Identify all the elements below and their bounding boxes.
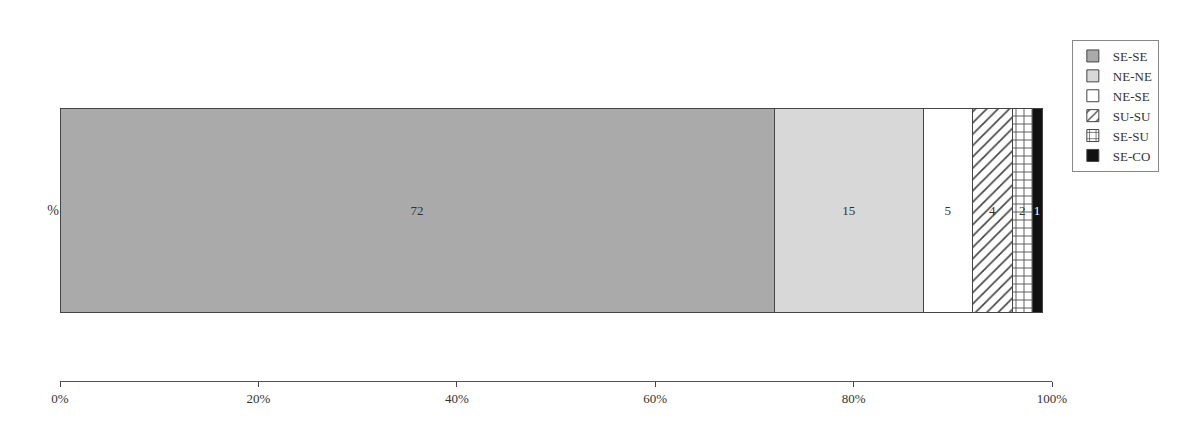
svg-text:15: 15 [842,203,855,218]
svg-text:72: 72 [411,203,424,218]
svg-text:SE-SU: SE-SU [1113,129,1150,144]
svg-text:2: 2 [1019,203,1026,218]
svg-text:4: 4 [989,203,996,218]
svg-text:1: 1 [1034,203,1041,218]
svg-text:20%: 20% [246,391,270,406]
svg-text:SE-SE: SE-SE [1113,49,1148,64]
svg-text:NE-NE: NE-NE [1113,69,1152,84]
svg-text:SU-SU: SU-SU [1113,109,1151,124]
svg-text:100%: 100% [1037,391,1068,406]
svg-text:NE-SE: NE-SE [1113,89,1150,104]
svg-text:80%: 80% [842,391,866,406]
svg-text:SE-CO: SE-CO [1113,149,1151,164]
svg-text:40%: 40% [445,391,469,406]
svg-text:60%: 60% [643,391,667,406]
svg-text:%: % [47,203,59,218]
svg-text:0%: 0% [51,391,69,406]
svg-text:5: 5 [945,203,952,218]
